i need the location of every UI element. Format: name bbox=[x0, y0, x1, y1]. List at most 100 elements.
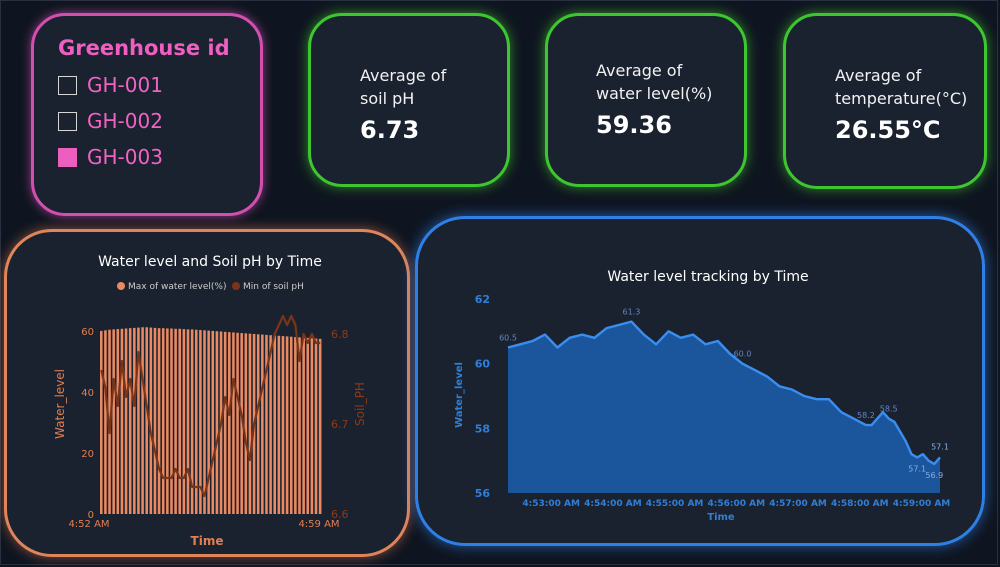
bar bbox=[265, 334, 268, 514]
bar bbox=[149, 327, 153, 514]
x-axis-label: Time bbox=[707, 512, 735, 523]
kpi-title-line1: Average of bbox=[360, 66, 447, 85]
series-line-soil-ph bbox=[100, 314, 321, 498]
bar bbox=[190, 329, 194, 514]
slicer-item-label: GH-003 bbox=[87, 145, 163, 169]
checkbox-checked-icon[interactable] bbox=[58, 147, 77, 167]
y-axis-label: Water_level bbox=[454, 362, 465, 428]
bar bbox=[281, 336, 285, 514]
bar bbox=[306, 337, 310, 514]
slicer-item-gh-001[interactable]: GH-001 bbox=[58, 73, 163, 97]
greenhouse-slicer: Greenhouse id GH-001 GH-002 GH-003 bbox=[31, 13, 263, 216]
series-area-water-level bbox=[508, 321, 940, 493]
bar bbox=[228, 332, 231, 514]
kpi-value: 59.36 bbox=[596, 111, 672, 139]
legend-item-bars: Max of water level(%) bbox=[128, 282, 226, 292]
slicer-item-gh-003[interactable]: GH-003 bbox=[58, 145, 163, 169]
water-tracking-chart-panel: Water level tracking by Time 56 58 60 62 4:5… bbox=[415, 216, 985, 546]
bar bbox=[157, 328, 161, 514]
series-line-water-level bbox=[507, 320, 941, 466]
bar bbox=[298, 337, 301, 514]
data-label: 56.9 bbox=[925, 471, 943, 480]
bar bbox=[277, 335, 281, 514]
bar bbox=[116, 329, 120, 514]
water-tracking-chart[interactable]: Water level tracking by Time 56 58 60 62 4:5… bbox=[418, 219, 982, 543]
legend-item-line: Min of soil pH bbox=[243, 282, 304, 292]
data-label: 57.1 bbox=[931, 442, 949, 451]
bar bbox=[314, 338, 318, 514]
kpi-title-line2: water level(%) bbox=[596, 84, 713, 103]
chart-title: Water level tracking by Time bbox=[607, 269, 808, 285]
y-axis-label: Water_level bbox=[53, 369, 67, 439]
x-tick-label-end: 4:59 AM bbox=[298, 519, 339, 530]
bar bbox=[244, 333, 248, 514]
bar bbox=[194, 329, 198, 514]
bar bbox=[100, 330, 103, 514]
water-ph-chart[interactable]: Water level and Soil pH by Time Max of w… bbox=[7, 232, 407, 554]
x-tick-label-start: 4:52 AM bbox=[68, 519, 109, 530]
x-tick-label: 4:56:00 AM bbox=[708, 499, 766, 509]
bar bbox=[236, 332, 239, 514]
chart-title: Water level and Soil pH by Time bbox=[98, 254, 322, 270]
y-tick-label: 58 bbox=[475, 422, 490, 435]
legend-marker-line bbox=[232, 282, 240, 290]
y-tick-label: 60 bbox=[81, 327, 94, 338]
bar bbox=[153, 327, 157, 514]
slicer-item-label: GH-001 bbox=[87, 73, 163, 97]
bar bbox=[186, 329, 190, 514]
kpi-title: Average of soil pH bbox=[360, 64, 446, 110]
kpi-value: 6.73 bbox=[360, 116, 420, 144]
x-tick-label: 4:59:00 AM bbox=[893, 499, 951, 509]
y2-tick-label: 6.6 bbox=[331, 508, 349, 521]
kpi-card-water-level: Average of water level(%) 59.36 bbox=[545, 13, 747, 187]
x-tick-label: 4:54:00 AM bbox=[584, 499, 642, 509]
x-tick-label: 4:53:00 AM bbox=[522, 499, 580, 509]
bar bbox=[174, 328, 177, 514]
y-tick-label: 62 bbox=[475, 293, 490, 306]
kpi-card-soil-ph: Average of soil pH 6.73 bbox=[308, 13, 510, 187]
bar bbox=[261, 334, 264, 514]
x-tick-label: 4:55:00 AM bbox=[646, 499, 704, 509]
bar bbox=[141, 327, 144, 514]
y2-axis-label: Soil_PH bbox=[353, 382, 367, 426]
slicer-item-gh-002[interactable]: GH-002 bbox=[58, 109, 163, 133]
bar bbox=[256, 334, 260, 514]
bar bbox=[318, 338, 322, 514]
bar bbox=[223, 331, 227, 514]
slicer-title: Greenhouse id bbox=[58, 36, 230, 60]
x-tick-label: 4:58:00 AM bbox=[831, 499, 889, 509]
x-tick-label: 4:57:00 AM bbox=[769, 499, 827, 509]
bar bbox=[203, 330, 206, 514]
kpi-title: Average of temperature(°C) bbox=[835, 64, 967, 110]
checkbox-icon[interactable] bbox=[58, 111, 77, 131]
y-tick-label: 0 bbox=[88, 510, 94, 521]
chart-legend[interactable]: Max of water level(%) Min of soil pH bbox=[117, 282, 304, 292]
x-axis-label: Time bbox=[191, 534, 224, 548]
data-label: 60.5 bbox=[499, 334, 517, 343]
kpi-title-line2: temperature(°C) bbox=[835, 89, 968, 108]
bar bbox=[199, 330, 202, 514]
water-ph-chart-panel: Water level and Soil pH by Time Max of w… bbox=[4, 229, 410, 557]
checkbox-icon[interactable] bbox=[58, 75, 77, 95]
bar bbox=[120, 328, 124, 514]
bar bbox=[112, 329, 115, 514]
bar bbox=[289, 336, 293, 514]
bar bbox=[211, 330, 215, 514]
bar bbox=[170, 328, 173, 514]
bar bbox=[166, 328, 169, 514]
bar bbox=[133, 327, 136, 514]
bar bbox=[248, 333, 252, 514]
bar bbox=[104, 330, 107, 514]
bar bbox=[137, 327, 140, 514]
legend-marker-bars bbox=[117, 282, 125, 290]
bar bbox=[269, 335, 272, 514]
kpi-title-line1: Average of bbox=[835, 66, 922, 85]
data-label: 58.5 bbox=[880, 405, 898, 414]
bar bbox=[310, 338, 314, 514]
bar bbox=[294, 337, 297, 514]
data-label: 61.3 bbox=[622, 308, 640, 317]
y2-tick-label: 6.8 bbox=[331, 328, 349, 341]
y-tick-label: 40 bbox=[81, 388, 94, 399]
kpi-title-line2: soil pH bbox=[360, 89, 415, 108]
slicer-item-label: GH-002 bbox=[87, 109, 163, 133]
